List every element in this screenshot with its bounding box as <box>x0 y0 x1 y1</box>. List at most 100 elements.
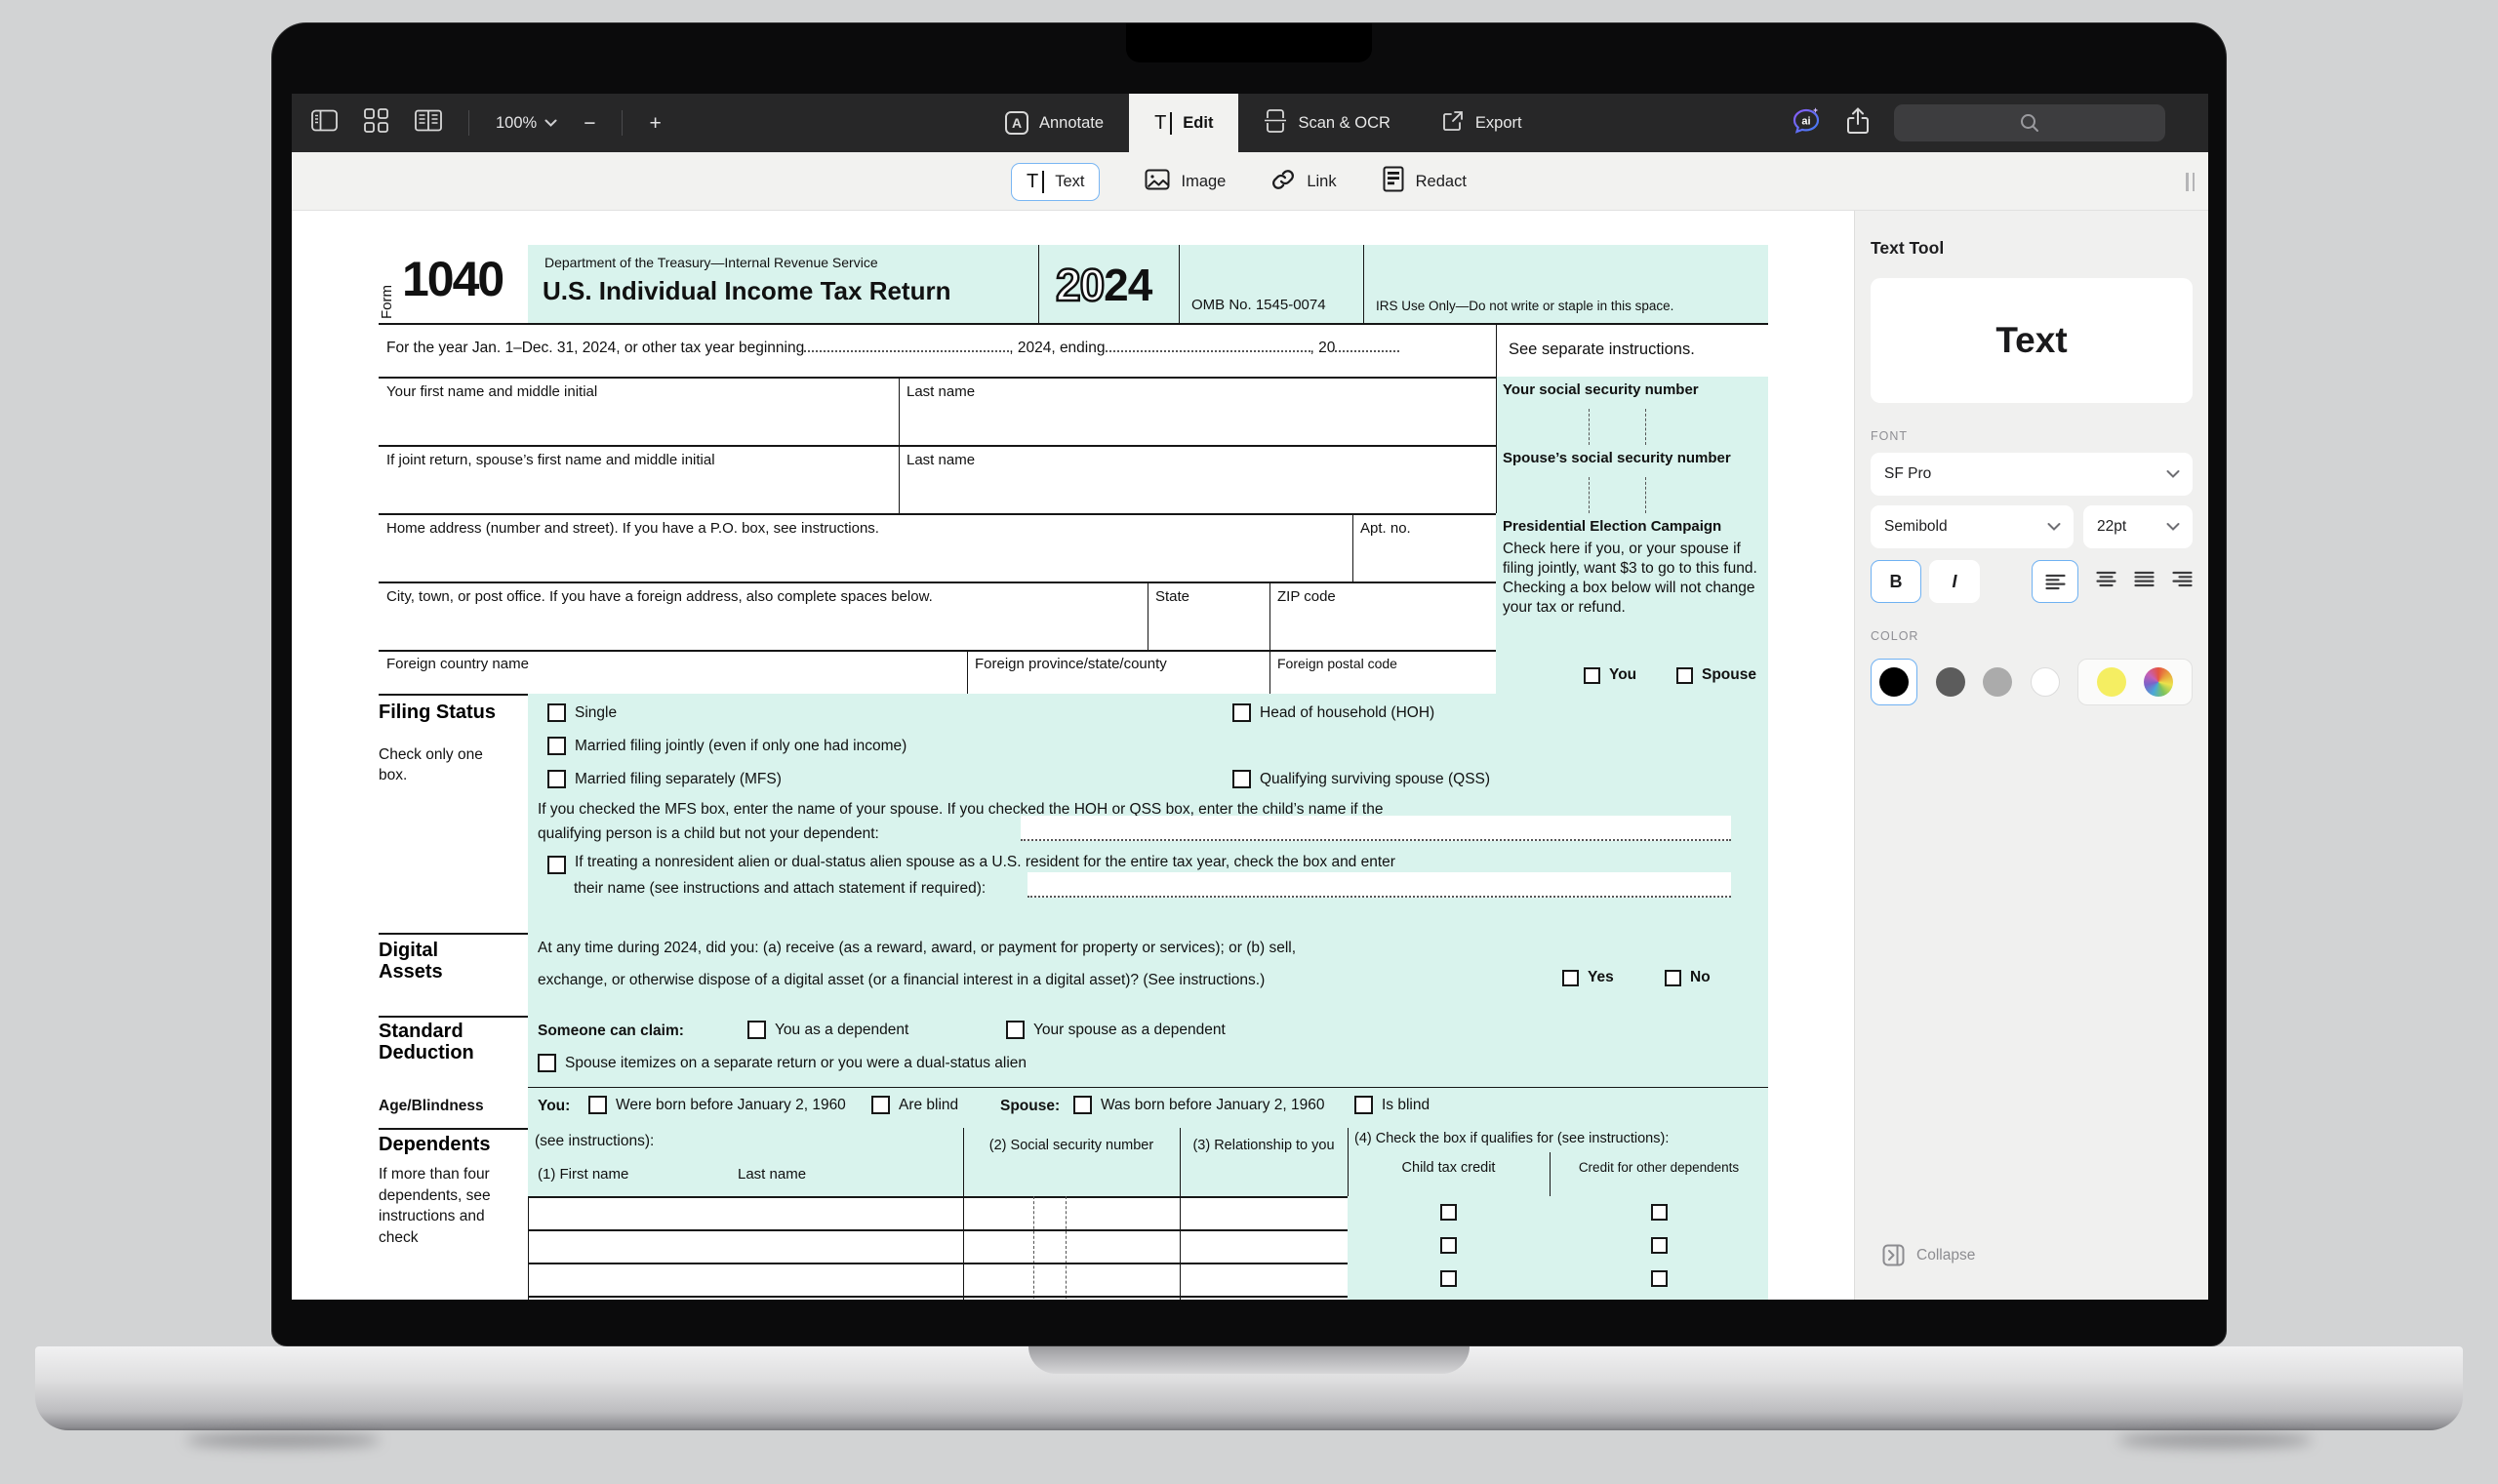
align-right-button[interactable] <box>2172 571 2193 592</box>
bold-button[interactable]: B <box>1871 560 1921 603</box>
city-field[interactable]: City, town, or post office. If you have … <box>386 588 933 605</box>
digital-assets-no-checkbox[interactable] <box>1665 969 1681 986</box>
form-number: 1040 <box>402 252 504 306</box>
foreign-postal-field[interactable]: Foreign postal code <box>1277 656 1397 671</box>
apt-no-field[interactable]: Apt. no. <box>1360 520 1411 537</box>
dep-row1-ctc-checkbox[interactable] <box>1440 1204 1457 1221</box>
age-you-label: You: <box>538 1098 571 1114</box>
color-section-label: COLOR <box>1871 629 1919 643</box>
share-icon[interactable] <box>1845 106 1871 140</box>
align-center-button[interactable] <box>2096 571 2116 592</box>
tax-year-ending-input[interactable] <box>1105 336 1310 352</box>
tax-year-beginning-input[interactable] <box>804 336 1010 352</box>
sidebar-toggle-icon[interactable] <box>311 109 338 137</box>
zoom-level-control[interactable]: 100% <box>496 114 557 133</box>
nra-spouse-name-input[interactable] <box>1027 872 1731 898</box>
search-field[interactable] <box>1894 104 2165 141</box>
dep-row2-ctc-checkbox[interactable] <box>1440 1237 1457 1254</box>
first-name-field[interactable]: Your first name and middle initial <box>386 383 598 400</box>
font-weight-select[interactable]: Semibold <box>1871 505 2074 548</box>
spouse-blind-checkbox[interactable] <box>1354 1096 1373 1114</box>
link-tool-button[interactable]: Link <box>1270 167 1337 197</box>
omb-number: OMB No. 1545-0074 <box>1191 297 1326 313</box>
align-left-button[interactable] <box>2032 560 2078 603</box>
mode-tabs: A Annotate T Edit <box>980 94 1548 152</box>
color-swatch-yellow[interactable] <box>2096 667 2126 697</box>
tab-scan-ocr[interactable]: Scan & OCR <box>1238 94 1415 152</box>
dep-see-instructions: (see instructions): <box>535 1133 655 1149</box>
laptop-screen: 100% − + A Annotate T <box>271 22 2227 1346</box>
pec-spouse-checkbox[interactable] <box>1676 666 1693 684</box>
digital-assets-title: Digital Assets <box>379 940 443 983</box>
italic-button[interactable]: I <box>1929 560 1980 603</box>
text-preview-card: Text <box>1871 278 2193 403</box>
color-wheel-picker[interactable] <box>2144 667 2174 697</box>
qss-checkbox[interactable] <box>1232 770 1251 788</box>
foreign-province-field[interactable]: Foreign province/state/county <box>975 656 1167 672</box>
tab-edit[interactable]: T Edit <box>1129 94 1239 152</box>
tab-export[interactable]: Export <box>1416 94 1548 152</box>
redact-tool-button[interactable]: Redact <box>1382 166 1467 197</box>
filing-status-note: Check only one box. <box>379 746 483 783</box>
last-name-field[interactable]: Last name <box>907 383 976 400</box>
spouse-first-name-field[interactable]: If joint return, spouse’s first name and… <box>386 452 715 468</box>
mfs-checkbox[interactable] <box>547 770 566 788</box>
color-extra-group <box>2077 659 2193 705</box>
home-address-field[interactable]: Home address (number and street). If you… <box>386 520 879 537</box>
color-swatch-black[interactable] <box>1871 659 1917 705</box>
nra-spouse-checkbox[interactable] <box>547 856 566 874</box>
dept-line: Department of the Treasury—Internal Reve… <box>544 255 878 270</box>
your-ssn-field[interactable]: Your social security number <box>1503 381 1699 398</box>
qualifying-child-name-input[interactable] <box>1021 816 1731 841</box>
dep-row3-odc-checkbox[interactable] <box>1651 1270 1668 1287</box>
dep-row2-odc-checkbox[interactable] <box>1651 1237 1668 1254</box>
claim-you-checkbox[interactable] <box>747 1021 766 1039</box>
spouse-ssn-field[interactable]: Spouse’s social security number <box>1503 450 1731 466</box>
text-tool-panel: Text Tool Text FONT SF Pro Semibold <box>1854 211 2208 1300</box>
color-swatch-white[interactable] <box>2030 667 2060 697</box>
spouse-last-name-field[interactable]: Last name <box>907 452 976 468</box>
zip-field[interactable]: ZIP code <box>1277 588 1336 605</box>
ai-assistant-icon[interactable]: ai <box>1791 105 1822 141</box>
image-tool-button[interactable]: Image <box>1145 168 1226 196</box>
someone-can-claim: Someone can claim: <box>538 1023 684 1039</box>
dep-row3-ctc-checkbox[interactable] <box>1440 1270 1457 1287</box>
thumbnails-view-icon[interactable] <box>364 108 388 138</box>
color-swatch-gray[interactable] <box>1983 667 2012 697</box>
font-size-select[interactable]: 22pt <box>2083 505 2193 548</box>
age-blindness-title: Age/Blindness <box>379 1098 484 1114</box>
align-justify-button[interactable] <box>2134 571 2155 592</box>
text-tool-button[interactable]: T Text <box>1011 162 1101 201</box>
state-field[interactable]: State <box>1155 588 1190 605</box>
single-checkbox[interactable] <box>547 703 566 722</box>
form-title: U.S. Individual Income Tax Return <box>543 276 951 305</box>
claim-spouse-checkbox[interactable] <box>1006 1021 1025 1039</box>
search-input[interactable] <box>1894 104 2165 141</box>
mfj-checkbox[interactable] <box>547 737 566 755</box>
foreign-country-field[interactable]: Foreign country name <box>386 656 529 672</box>
align-right-icon <box>2172 571 2193 587</box>
scanner-icon <box>1264 108 1287 139</box>
pec-you-checkbox[interactable] <box>1584 666 1600 684</box>
hoh-checkbox[interactable] <box>1232 703 1251 722</box>
irs-use-only: IRS Use Only—Do not write or staple in t… <box>1376 299 1674 313</box>
zoom-out-button[interactable]: − <box>584 111 596 135</box>
spouse-born-before-1960-checkbox[interactable] <box>1073 1096 1092 1114</box>
tab-annotate[interactable]: A Annotate <box>980 94 1129 152</box>
align-left-icon <box>2044 574 2066 589</box>
dep-row1-odc-checkbox[interactable] <box>1651 1204 1668 1221</box>
you-blind-checkbox[interactable] <box>871 1096 890 1114</box>
digital-assets-yes-checkbox[interactable] <box>1562 969 1579 986</box>
tax-year-yy-input[interactable] <box>1335 336 1400 352</box>
you-born-before-1960-checkbox[interactable] <box>588 1096 607 1114</box>
toolbar-divider <box>468 110 469 136</box>
panel-resize-handle[interactable] <box>2186 173 2195 191</box>
zoom-in-button[interactable]: + <box>649 111 662 135</box>
spouse-itemizes-checkbox[interactable] <box>538 1054 556 1072</box>
two-page-view-icon[interactable] <box>415 109 442 137</box>
font-family-select[interactable]: SF Pro <box>1871 453 2193 496</box>
collapse-button[interactable]: Collapse <box>1882 1244 1975 1266</box>
mfs-note-line1: If you checked the MFS box, enter the na… <box>538 801 1384 818</box>
color-swatch-darkgray[interactable] <box>1935 667 1965 697</box>
form-word: Form <box>379 285 395 319</box>
